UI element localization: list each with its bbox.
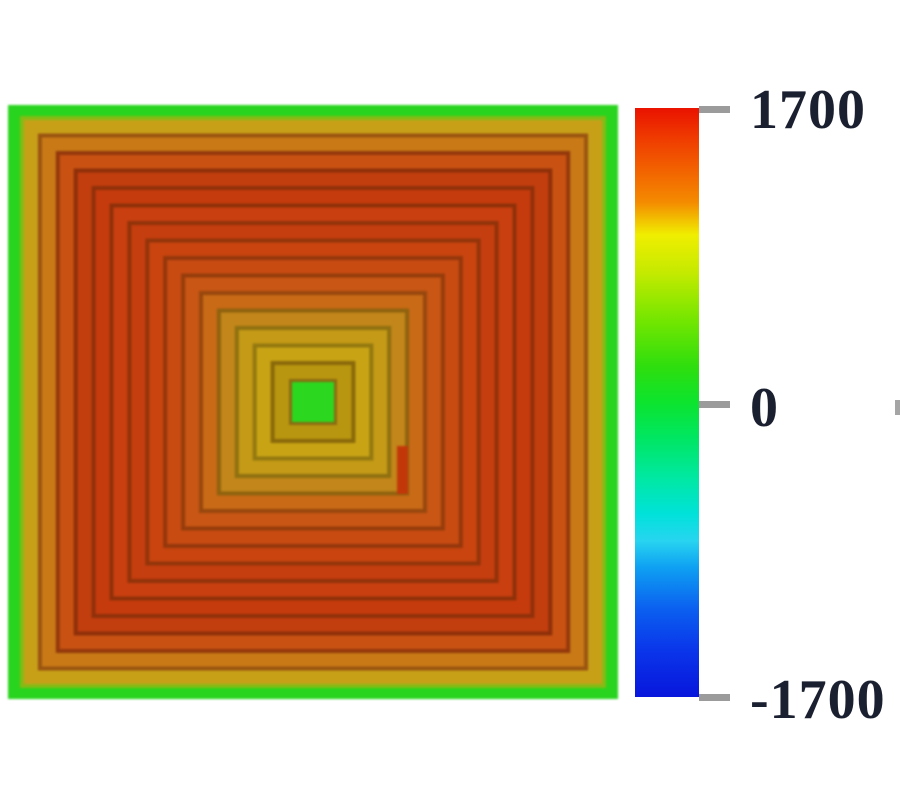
current-density-map	[8, 105, 618, 699]
colorbar-label-zero: 0	[750, 377, 779, 439]
colorbar-label-min: -1700	[750, 669, 886, 731]
colorbar-tick-max	[699, 106, 730, 113]
colorbar-tick-zero	[699, 401, 730, 408]
clipped-edge-mark	[895, 400, 900, 415]
colorbar-label-max: 1700	[750, 79, 866, 141]
colorbar-tick-min	[699, 694, 730, 701]
colorbar-gradient	[635, 108, 699, 697]
concentric-rings-plot	[8, 105, 618, 699]
